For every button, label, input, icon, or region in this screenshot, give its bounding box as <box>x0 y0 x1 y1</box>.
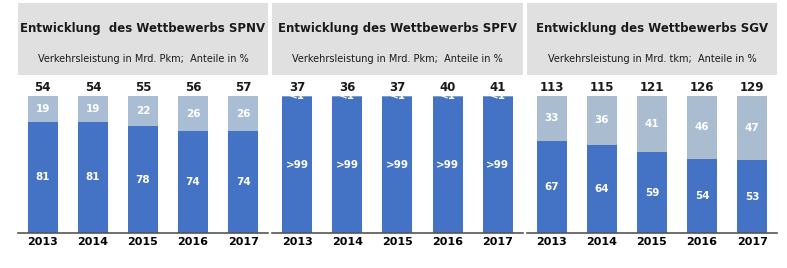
Text: 74: 74 <box>236 177 250 187</box>
Bar <box>382 96 412 97</box>
Bar <box>637 152 667 233</box>
Text: 19: 19 <box>86 104 100 114</box>
Text: 36: 36 <box>594 116 609 125</box>
Bar <box>737 160 767 233</box>
Bar <box>482 97 512 233</box>
Text: Verkehrsleistung in Mrd. Pkm;  Anteile in %: Verkehrsleistung in Mrd. Pkm; Anteile in… <box>292 54 503 64</box>
Bar <box>178 96 208 131</box>
Text: Entwicklung  des Wettbewerbs SPNV: Entwicklung des Wettbewerbs SPNV <box>20 21 265 35</box>
Text: 54: 54 <box>695 191 709 201</box>
Bar <box>228 96 258 131</box>
Text: 54: 54 <box>85 81 101 94</box>
Text: 78: 78 <box>135 174 150 185</box>
Text: 81: 81 <box>86 173 100 183</box>
Bar <box>128 96 158 126</box>
Bar <box>587 96 617 145</box>
Text: <1: <1 <box>440 91 456 101</box>
Text: 67: 67 <box>545 182 559 192</box>
Text: <1: <1 <box>339 91 355 101</box>
Text: <1: <1 <box>290 91 305 101</box>
Text: >99: >99 <box>386 160 409 170</box>
Text: 54: 54 <box>35 81 51 94</box>
Bar <box>637 96 667 152</box>
Bar <box>433 96 463 97</box>
Bar <box>433 97 463 233</box>
Text: 57: 57 <box>235 81 251 94</box>
Bar <box>128 126 158 233</box>
Text: 64: 64 <box>594 184 609 194</box>
Bar <box>78 122 108 233</box>
Text: 55: 55 <box>135 81 151 94</box>
Bar <box>382 97 412 233</box>
Text: 22: 22 <box>135 106 150 116</box>
Bar <box>537 141 567 233</box>
Text: 56: 56 <box>185 81 201 94</box>
Bar <box>687 96 717 159</box>
Text: 129: 129 <box>740 81 764 94</box>
Text: 37: 37 <box>289 81 305 94</box>
Text: <1: <1 <box>490 91 505 101</box>
Text: Verkehrsleistung in Mrd. tkm;  Anteile in %: Verkehrsleistung in Mrd. tkm; Anteile in… <box>548 54 756 64</box>
Bar <box>332 97 362 233</box>
Bar <box>78 96 108 122</box>
Text: >99: >99 <box>286 160 309 170</box>
Text: 41: 41 <box>490 81 506 94</box>
Text: 59: 59 <box>645 188 659 198</box>
Text: 26: 26 <box>186 109 201 118</box>
Bar <box>228 131 258 233</box>
Bar <box>332 96 362 97</box>
Text: 53: 53 <box>745 192 759 202</box>
Bar <box>178 131 208 233</box>
Text: 40: 40 <box>439 81 456 94</box>
Text: 113: 113 <box>540 81 563 94</box>
Text: 37: 37 <box>390 81 405 94</box>
Bar <box>537 96 567 141</box>
Bar <box>28 96 57 122</box>
Text: >99: >99 <box>486 160 509 170</box>
Bar <box>587 145 617 233</box>
Text: 126: 126 <box>689 81 715 94</box>
Text: 115: 115 <box>589 81 614 94</box>
Text: 81: 81 <box>35 173 50 183</box>
Bar <box>283 97 312 233</box>
Text: Entwicklung des Wettbewerbs SPFV: Entwicklung des Wettbewerbs SPFV <box>278 21 517 35</box>
Text: <1: <1 <box>390 91 405 101</box>
Text: 26: 26 <box>236 109 250 118</box>
Text: >99: >99 <box>436 160 459 170</box>
Text: 47: 47 <box>745 123 759 133</box>
Text: Verkehrsleistung in Mrd. Pkm;  Anteile in %: Verkehrsleistung in Mrd. Pkm; Anteile in… <box>38 54 249 64</box>
Text: 33: 33 <box>545 113 559 123</box>
Bar <box>283 96 312 97</box>
Text: 121: 121 <box>640 81 664 94</box>
Bar <box>28 122 57 233</box>
Bar <box>687 159 717 233</box>
Text: 19: 19 <box>35 104 50 114</box>
Text: >99: >99 <box>336 160 359 170</box>
Bar <box>482 96 512 97</box>
Text: 74: 74 <box>186 177 201 187</box>
Bar <box>737 96 767 160</box>
Text: 36: 36 <box>339 81 356 94</box>
Text: 46: 46 <box>695 122 709 132</box>
Text: 41: 41 <box>645 119 660 129</box>
Text: Entwicklung des Wettbewerbs SGV: Entwicklung des Wettbewerbs SGV <box>536 21 768 35</box>
